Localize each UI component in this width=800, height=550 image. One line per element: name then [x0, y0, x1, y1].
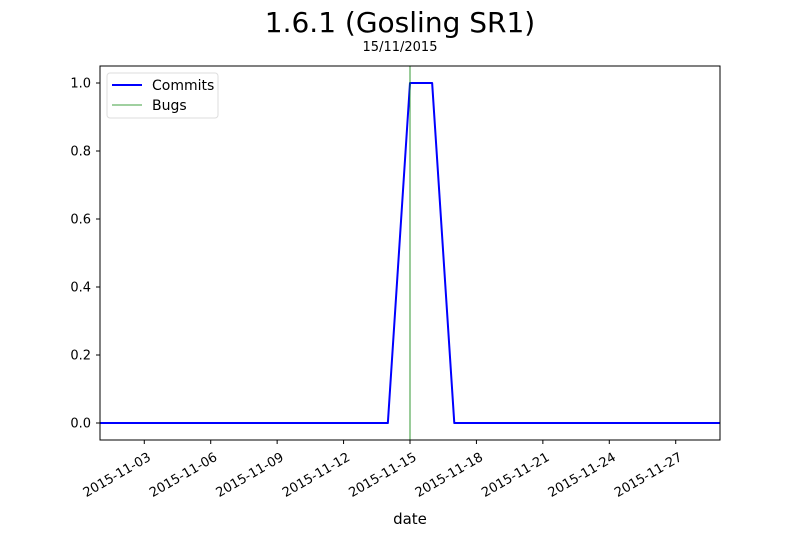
x-tick-label: 2015-11-18: [413, 450, 486, 501]
x-tick-label: 2015-11-03: [81, 450, 154, 501]
x-tick-label: 2015-11-12: [280, 450, 353, 501]
series-line-commits: [100, 82, 720, 424]
y-tick-label: 0.6: [70, 213, 91, 228]
chart-subtitle: 15/11/2015: [362, 40, 438, 55]
legend-label-commits: Commits: [152, 78, 214, 94]
y-tick-label: 0.0: [70, 417, 91, 432]
legend: Commits Bugs: [106, 72, 219, 119]
x-tick-label: 2015-11-27: [612, 450, 685, 501]
y-tick-label: 0.2: [70, 349, 91, 364]
x-tick-label: 2015-11-09: [214, 450, 287, 501]
x-tick-label: 2015-11-15: [346, 450, 419, 501]
x-axis-label: date: [393, 510, 427, 528]
legend-label-bugs: Bugs: [152, 98, 187, 114]
chart-title: 1.6.1 (Gosling SR1): [264, 6, 536, 39]
x-tick-label: 2015-11-21: [479, 450, 552, 501]
y-tick-label: 0.4: [70, 281, 91, 296]
x-axis: 2015-11-032015-11-062015-11-092015-11-12…: [81, 440, 685, 501]
y-tick-label: 1.0: [70, 77, 91, 92]
y-tick-label: 0.8: [70, 145, 91, 160]
plot-layer: [100, 66, 720, 440]
y-axis: 0.0 0.2 0.4 0.6 0.8 1.0: [70, 77, 100, 432]
plot-frame: [99, 65, 721, 441]
x-tick-label: 2015-11-24: [546, 450, 619, 501]
x-tick-label: 2015-11-06: [147, 450, 220, 501]
